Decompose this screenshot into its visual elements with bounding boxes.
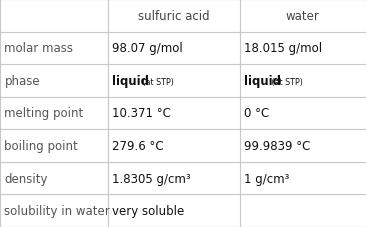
Text: liquid: liquid — [112, 75, 149, 88]
Text: solubility in water: solubility in water — [4, 204, 110, 217]
Text: density: density — [4, 172, 48, 185]
Text: 1.8305 g/cm³: 1.8305 g/cm³ — [112, 172, 191, 185]
Text: 99.9839 °C: 99.9839 °C — [244, 139, 310, 152]
Text: 10.371 °C: 10.371 °C — [112, 107, 171, 120]
Text: sulfuric acid: sulfuric acid — [138, 10, 210, 23]
Text: 1 g/cm³: 1 g/cm³ — [244, 172, 290, 185]
Text: molar mass: molar mass — [4, 42, 74, 55]
Text: 279.6 °C: 279.6 °C — [112, 139, 164, 152]
Text: very soluble: very soluble — [112, 204, 184, 217]
Text: (at STP): (at STP) — [140, 78, 174, 87]
Text: boiling point: boiling point — [4, 139, 78, 152]
Text: phase: phase — [4, 75, 40, 88]
Text: liquid: liquid — [244, 75, 281, 88]
Text: water: water — [286, 10, 320, 23]
Text: 98.07 g/mol: 98.07 g/mol — [112, 42, 183, 55]
Text: 0 °C: 0 °C — [244, 107, 269, 120]
Text: (at STP): (at STP) — [269, 78, 303, 87]
Text: 18.015 g/mol: 18.015 g/mol — [244, 42, 322, 55]
Text: melting point: melting point — [4, 107, 84, 120]
